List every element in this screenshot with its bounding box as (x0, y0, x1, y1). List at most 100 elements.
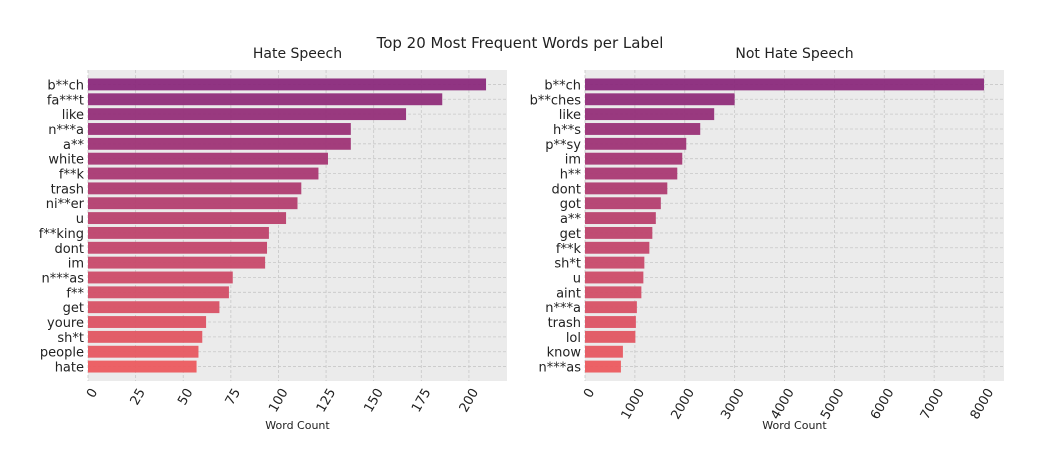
bar-n-as (88, 271, 233, 284)
y-tick-label: im (68, 257, 84, 272)
y-tick-label: n***as (42, 271, 85, 286)
bar-b-ches (585, 93, 735, 106)
x-tick-label: 0 (84, 386, 101, 401)
bar-f-king (88, 226, 269, 239)
bar-n-a (585, 301, 637, 314)
y-tick-label: lol (566, 331, 581, 346)
y-tick-label: ni**er (46, 197, 85, 212)
x-tick-label: 175 (409, 386, 434, 415)
bar-u (88, 212, 287, 225)
y-tick-label: trash (548, 316, 581, 331)
bar-f-k (585, 241, 650, 254)
bar-white (88, 152, 328, 165)
chart-title: Hate Speech (253, 46, 342, 62)
bar-dont (88, 241, 268, 254)
figure-title: Top 20 Most Frequent Words per Label (376, 34, 664, 52)
y-tick-label: b**ches (530, 93, 582, 108)
bar-h (585, 167, 678, 180)
bar-aint (585, 286, 642, 299)
bar-u (585, 271, 644, 284)
x-tick-label: 125 (314, 386, 339, 415)
bar-b-ch (585, 78, 985, 91)
bar-dont (585, 182, 668, 195)
x-axis-label: Word Count (762, 419, 827, 432)
bar-f (88, 286, 229, 299)
bar-im (585, 152, 683, 165)
x-axis-label: Word Count (265, 419, 330, 432)
bar-p-sy (585, 137, 687, 150)
y-tick-label: aint (556, 286, 581, 301)
y-tick-label: dont (54, 242, 84, 257)
x-tick-label: 7000 (918, 386, 948, 422)
bar-trash (88, 182, 302, 195)
y-tick-label: like (62, 108, 84, 123)
bar-b-ch (88, 78, 487, 91)
x-tick-label: 1000 (619, 386, 649, 422)
y-tick-label: u (573, 271, 581, 286)
y-tick-label: h**s (553, 123, 581, 138)
x-tick-label: 0 (581, 386, 598, 401)
bar-get (88, 301, 220, 314)
y-tick-label: f**k (59, 168, 85, 183)
x-tick-label: 2000 (668, 386, 698, 422)
y-tick-label: fa***t (47, 93, 84, 108)
y-tick-label: trash (51, 182, 84, 197)
bar-n-a (88, 123, 351, 135)
y-tick-label: u (76, 212, 84, 227)
bar-sh-t (88, 330, 203, 343)
x-tick-label: 50 (175, 386, 196, 408)
x-tick-label: 100 (266, 386, 291, 415)
x-tick-label: 75 (223, 386, 244, 408)
y-tick-label: got (560, 197, 581, 212)
y-tick-label: f**king (39, 227, 84, 242)
bar-got (585, 197, 661, 210)
y-tick-label: people (40, 346, 84, 361)
y-tick-label: get (63, 301, 84, 316)
chart-title: Not Hate Speech (735, 46, 853, 62)
x-tick-label: 6000 (868, 386, 898, 422)
y-tick-label: a** (560, 212, 581, 227)
y-tick-label: f**k (556, 242, 582, 257)
y-tick-label: sh*t (57, 331, 84, 346)
y-tick-label: f** (66, 286, 84, 301)
bar-f-k (88, 167, 319, 180)
x-tick-label: 25 (128, 386, 149, 408)
bar-im (88, 256, 266, 269)
bar-lol (585, 330, 636, 343)
y-tick-label: n***as (539, 361, 582, 376)
y-tick-label: n***a (545, 301, 581, 316)
y-tick-label: sh*t (554, 257, 581, 272)
bar-like (585, 108, 715, 121)
y-tick-label: white (48, 153, 84, 168)
y-tick-label: a** (63, 138, 84, 153)
y-tick-label: get (560, 227, 581, 242)
chart-panel-not-hate-speech: b**chb**cheslikeh**sp**syimh**dontgota**… (530, 46, 1004, 432)
x-tick-label: 8000 (968, 386, 998, 422)
plot-area (88, 70, 507, 381)
bar-n-as (585, 360, 621, 373)
bar-trash (585, 316, 636, 328)
y-tick-label: hate (55, 361, 84, 376)
bar-sh-t (585, 256, 645, 269)
bar-fa-t (88, 93, 443, 106)
bar-know (585, 345, 623, 358)
y-tick-label: im (565, 153, 581, 168)
y-tick-label: know (547, 346, 582, 361)
bar-a (88, 137, 351, 150)
bar-like (88, 108, 407, 121)
bar-ni-er (88, 197, 298, 210)
x-tick-label: 200 (457, 386, 482, 415)
bar-get (585, 226, 653, 239)
bar-youre (88, 316, 207, 328)
y-tick-label: youre (47, 316, 84, 331)
x-tick-label: 3000 (718, 386, 748, 422)
y-tick-label: p**sy (545, 138, 581, 153)
x-tick-label: 5000 (818, 386, 848, 422)
y-tick-label: n***a (48, 123, 84, 138)
y-tick-label: b**ch (544, 78, 581, 93)
bar-hate (88, 360, 197, 373)
bar-people (88, 345, 199, 358)
x-tick-label: 4000 (768, 386, 798, 422)
y-tick-label: h** (560, 168, 582, 183)
